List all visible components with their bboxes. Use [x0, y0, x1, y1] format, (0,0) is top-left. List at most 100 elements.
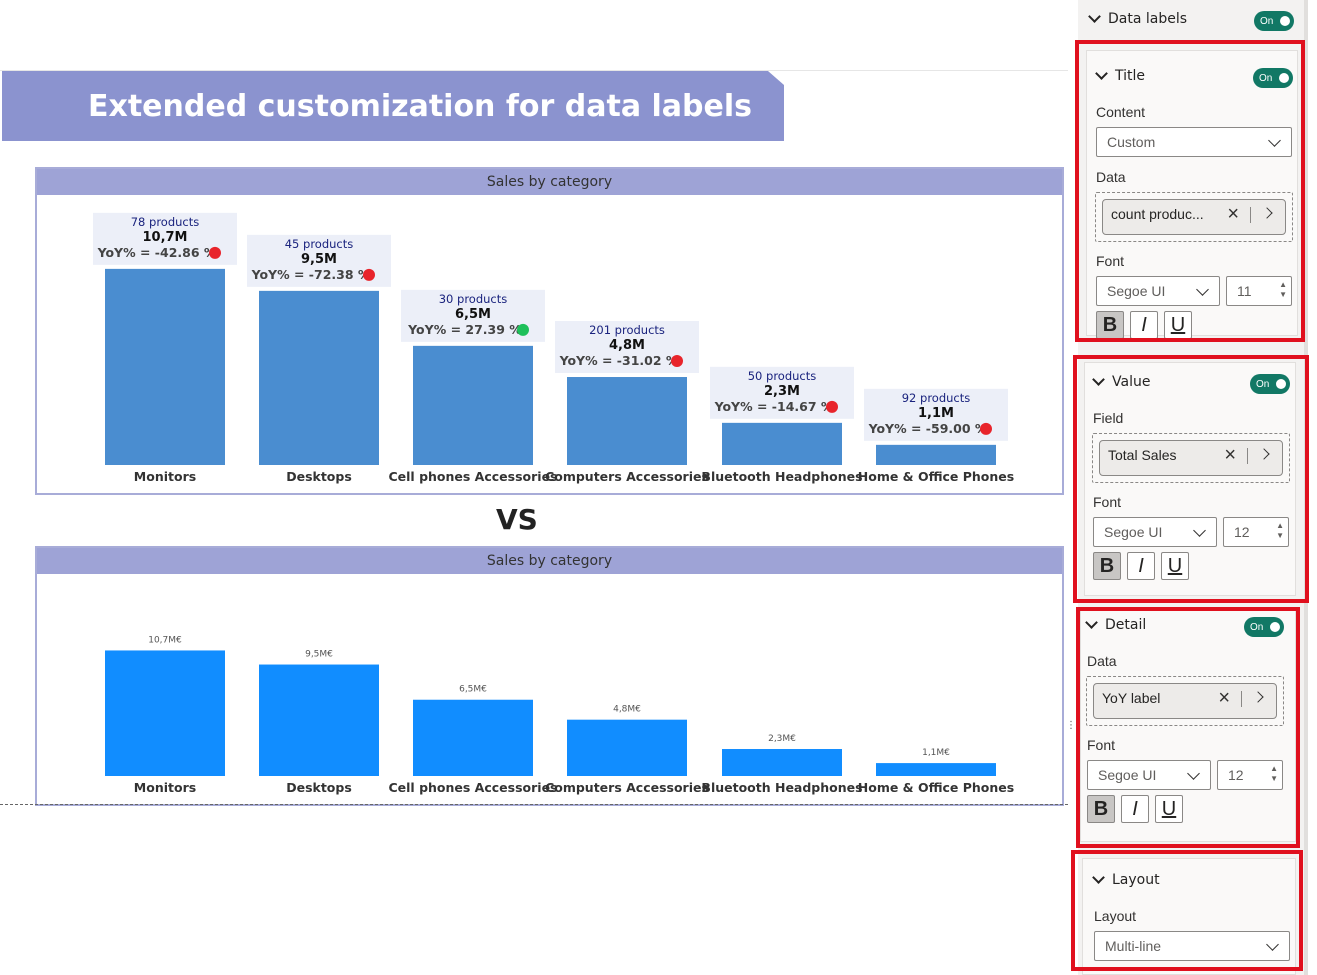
data-labels-toggle[interactable]: On [1254, 11, 1294, 31]
field-label: Field [1093, 410, 1124, 426]
font-family-value: Segoe UI [1104, 524, 1163, 540]
data-label-value: 9,5M [301, 252, 337, 267]
data-label-value: 6,5M [455, 307, 491, 322]
stepper-arrows-icon[interactable]: ▲ ▼ [1276, 521, 1284, 540]
bar [413, 699, 533, 776]
toggle-label: On [1260, 15, 1274, 27]
value-bold-button[interactable]: B [1093, 552, 1121, 580]
detail-section-header[interactable]: Detail [1085, 616, 1147, 633]
data-label-title: 92 products [902, 391, 971, 405]
divider [1250, 207, 1251, 223]
title-section-header[interactable]: Title [1095, 67, 1146, 84]
value-highlight-box [1073, 355, 1309, 603]
detail-data-pill[interactable]: YoY label × [1093, 683, 1277, 719]
data-label: Data [1096, 169, 1126, 185]
data-label-detail: YoY% = -14.67 % [714, 399, 834, 414]
toggle-label: On [1250, 621, 1264, 633]
layout-section-header[interactable]: Layout [1092, 871, 1160, 888]
detail-font-size-stepper[interactable]: 12 ▲ ▼ [1217, 760, 1283, 790]
data-label-value: 10,7M€ [148, 635, 182, 645]
close-icon[interactable]: × [1224, 444, 1236, 466]
stepper-arrows-icon[interactable]: ▲ ▼ [1279, 280, 1287, 299]
font-label: Font [1096, 253, 1125, 269]
chart-title: Sales by category [37, 548, 1062, 574]
bar [722, 422, 842, 465]
banner-rule [0, 70, 1068, 71]
banner-title: Extended customization for data labels [88, 89, 752, 124]
bar [413, 345, 533, 465]
detail-card [1080, 610, 1296, 842]
category-tick-label: Computers Accessories [545, 469, 709, 484]
title-section-label: Title [1115, 68, 1146, 84]
data-label-value: 1,1M€ [922, 748, 950, 758]
close-icon[interactable]: × [1218, 687, 1230, 709]
data-label-title: 45 products [285, 237, 354, 251]
data-label-value: 6,5M€ [459, 685, 487, 695]
title-data-well[interactable]: count produc... × [1095, 192, 1293, 242]
close-icon[interactable]: × [1227, 203, 1239, 225]
value-section-label: Value [1112, 374, 1151, 390]
data-label-value: 2,3M [764, 384, 800, 399]
sales-chart-default-labels[interactable]: Sales by category 10,7M€ Monitors 9,5M€ Des… [35, 546, 1064, 806]
data-label-value: 4,8M [609, 338, 645, 353]
category-tick-label: Desktops [286, 469, 352, 484]
category-tick-label: Cell phones Accessories [389, 469, 558, 484]
yoy-status-dot [517, 323, 529, 336]
stepper-arrows-icon[interactable]: ▲ ▼ [1270, 764, 1278, 783]
detail-toggle[interactable]: On [1244, 617, 1284, 637]
font-family-value: Segoe UI [1098, 767, 1157, 783]
yoy-status-dot [980, 422, 992, 435]
content-dropdown[interactable]: Custom [1096, 127, 1292, 157]
bar [567, 719, 687, 776]
font-size-value: 12 [1228, 767, 1244, 783]
yoy-status-dot [209, 246, 221, 259]
category-tick-label: Home & Office Phones [858, 780, 1014, 795]
title-highlight-box [1075, 40, 1305, 342]
detail-font-family-dropdown[interactable]: Segoe UI [1087, 760, 1211, 790]
value-font-size-stepper[interactable]: 12 ▲ ▼ [1223, 517, 1289, 547]
value-italic-button[interactable]: I [1127, 552, 1155, 580]
title-font-family-dropdown[interactable]: Segoe UI [1096, 276, 1220, 306]
title-underline-button[interactable]: U [1164, 311, 1192, 339]
font-label: Font [1087, 737, 1116, 753]
bar [259, 290, 379, 465]
detail-bold-button[interactable]: B [1087, 795, 1115, 823]
yoy-status-dot [826, 400, 838, 413]
chevron-down-icon [1088, 10, 1101, 23]
title-font-size-stepper[interactable]: 11 ▲ ▼ [1226, 276, 1292, 306]
divider [1247, 448, 1248, 464]
chart-plot-area: 10,7M€ Monitors 9,5M€ Desktops 6,5M€ Cell pho… [105, 635, 1014, 795]
value-section-header[interactable]: Value [1092, 373, 1151, 390]
category-tick-label: Computers Accessories [545, 780, 709, 795]
bar [876, 444, 996, 465]
category-tick-label: Bluetooth Headphones [701, 780, 862, 795]
bar [722, 749, 842, 776]
detail-italic-button[interactable]: I [1121, 795, 1149, 823]
value-field-pill[interactable]: Total Sales × [1099, 440, 1283, 476]
divider [1241, 691, 1242, 707]
yoy-status-dot [363, 268, 375, 281]
value-field-well[interactable]: Total Sales × [1092, 433, 1290, 483]
value-toggle[interactable]: On [1250, 374, 1290, 394]
font-size-value: 11 [1237, 283, 1252, 299]
detail-data-well[interactable]: YoY label × [1086, 676, 1284, 726]
data-label-value: 9,5M€ [305, 650, 333, 660]
value-font-family-dropdown[interactable]: Segoe UI [1093, 517, 1217, 547]
title-italic-button[interactable]: I [1130, 311, 1158, 339]
detail-section-label: Detail [1105, 617, 1147, 633]
bar [876, 763, 996, 776]
data-labels-header[interactable]: Data labels [1088, 10, 1187, 27]
content-label: Content [1096, 104, 1146, 120]
data-label-title: 50 products [748, 369, 817, 383]
layout-dropdown[interactable]: Multi-line [1094, 931, 1290, 961]
sales-chart-custom-labels[interactable]: Sales by category Monitors 78 products 10,… [35, 167, 1064, 495]
detail-underline-button[interactable]: U [1155, 795, 1183, 823]
title-data-pill[interactable]: count produc... × [1102, 199, 1286, 235]
data-label-detail: YoY% = -31.02 % [559, 353, 679, 368]
resize-handle[interactable]: ⋮ [1066, 720, 1076, 731]
value-underline-button[interactable]: U [1161, 552, 1189, 580]
title-toggle[interactable]: On [1253, 68, 1293, 88]
layout-section-label: Layout [1112, 872, 1160, 888]
